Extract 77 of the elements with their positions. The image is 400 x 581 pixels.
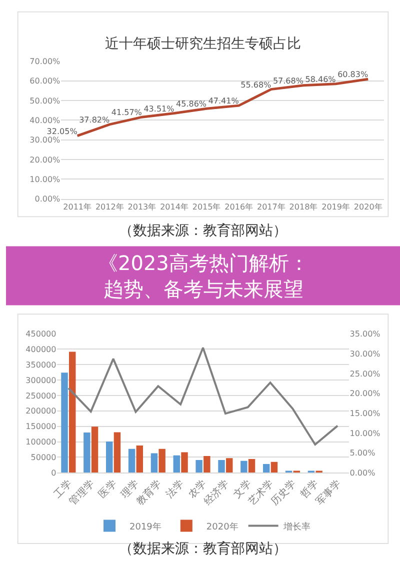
- y-tick-label: 70.00%: [30, 56, 61, 66]
- bar: [262, 464, 270, 473]
- data-label: 37.82%: [79, 115, 110, 124]
- x-tick-label: 2018年: [289, 202, 318, 212]
- data-label: 55.68%: [240, 80, 272, 90]
- x-tick-label: 医学: [96, 478, 119, 500]
- y-tick-label: 40.00%: [30, 116, 61, 125]
- y-tick-label: 50.00%: [30, 96, 61, 106]
- line-series: [67, 346, 339, 446]
- bar: [91, 426, 98, 473]
- y-tick-label: 50000: [30, 453, 56, 462]
- chart-title: 《2023高考热门解析：趋势、备考与未来展望: [98, 251, 309, 301]
- bar: [218, 460, 225, 473]
- text: （数据来源：教育部网站）: [119, 222, 287, 239]
- bar: [136, 445, 144, 473]
- x-tick-label: 2011年: [63, 202, 92, 212]
- bar: [181, 452, 188, 473]
- x-tick-label: 2017年: [256, 202, 286, 212]
- y-tick-label: 60.00%: [30, 76, 61, 86]
- data-label: 58.46%: [305, 74, 336, 84]
- y-tick-label: 0.00%: [34, 194, 61, 204]
- y2-tick-label: 5.00%: [350, 448, 376, 458]
- y-tick-label: 100000: [26, 438, 56, 447]
- x-tick-label: 2012年: [95, 202, 124, 212]
- x-tick-label: 2014年: [160, 202, 188, 212]
- chart-title: 近十年硕士研究生招生专硕占比: [105, 36, 301, 52]
- y-tick-label: 0: [51, 468, 56, 478]
- bar: [128, 448, 136, 473]
- bar: [248, 459, 256, 473]
- x-tick-label: 法学: [164, 478, 186, 500]
- y2-tick-label: 15.00%: [350, 408, 381, 418]
- bar: [226, 458, 233, 473]
- bar: [196, 460, 202, 473]
- x-tick-label: 2015年: [192, 202, 221, 212]
- y-tick-label: 350000: [26, 360, 56, 370]
- bar: [84, 432, 90, 473]
- y2-tick-label: 10.00%: [350, 428, 381, 438]
- y-tick-label: 20.00%: [30, 155, 61, 164]
- legend-label: 增长率: [282, 521, 310, 532]
- bar: [204, 456, 210, 473]
- text: （数据来源：教育部网站）: [119, 540, 287, 557]
- x-tick-label: 2013年: [128, 202, 156, 212]
- y-tick-label: 300000: [26, 376, 56, 385]
- bar: [114, 432, 121, 473]
- y-tick-label: 450000: [26, 330, 56, 339]
- y2-tick-label: 30.00%: [350, 349, 381, 358]
- y2-tick-label: 35.00%: [350, 330, 381, 339]
- y-tick-label: 400000: [26, 345, 56, 354]
- y-tick-label: 30.00%: [30, 136, 61, 145]
- y2-tick-label: 0.00%: [350, 468, 376, 478]
- data-label: 45.86%: [176, 100, 207, 109]
- x-tick-label: 2019年: [322, 202, 350, 212]
- bar: [270, 462, 278, 473]
- y-tick-label: 200000: [26, 406, 56, 416]
- x-tick-label: 2016年: [224, 202, 254, 212]
- bar: [106, 441, 113, 473]
- bar: [158, 448, 166, 473]
- bar: [173, 455, 180, 473]
- legend-label: 2020年: [206, 521, 238, 532]
- y2-tick-label: 20.00%: [350, 389, 381, 398]
- data-label: 47.41%: [208, 96, 240, 106]
- bar: [68, 352, 76, 473]
- line-series: [76, 78, 370, 138]
- y-tick-label: 250000: [26, 391, 56, 400]
- data-label: 43.51%: [144, 104, 175, 114]
- data-label: 60.83%: [338, 70, 368, 80]
- data-label: 32.05%: [46, 126, 78, 136]
- bar: [61, 372, 68, 473]
- bar: [150, 453, 158, 473]
- data-label: 57.68%: [272, 76, 304, 86]
- data-label: 41.57%: [111, 108, 142, 118]
- y-tick-label: 150000: [26, 422, 56, 432]
- y-tick-label: 10.00%: [30, 175, 61, 184]
- bar: [240, 460, 248, 473]
- x-tick-label: 2020年: [354, 202, 382, 212]
- legend-label: 2019年: [130, 521, 162, 532]
- y2-tick-label: 25.00%: [350, 369, 381, 378]
